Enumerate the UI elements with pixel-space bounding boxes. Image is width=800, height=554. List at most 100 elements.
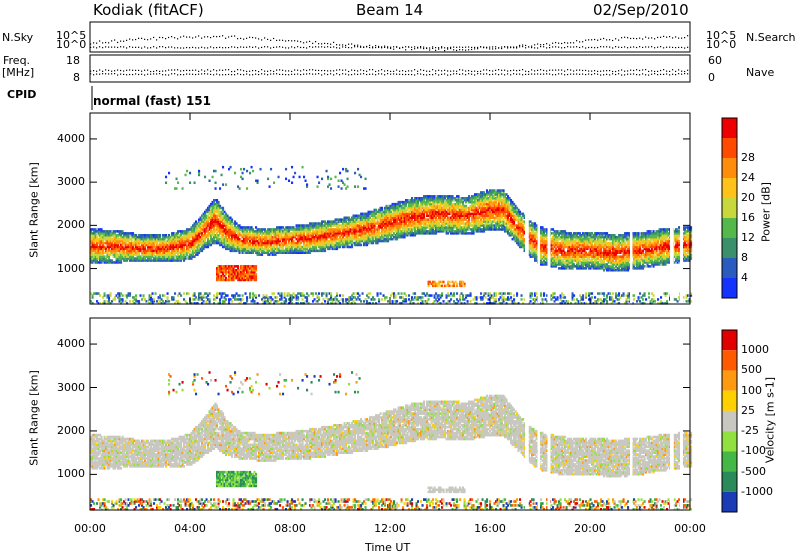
data-cell xyxy=(361,292,364,295)
data-cell xyxy=(151,300,154,303)
data-cell xyxy=(187,228,190,231)
data-cell xyxy=(91,239,94,243)
data-cell xyxy=(330,187,333,190)
data-cell xyxy=(202,220,205,223)
data-cell xyxy=(162,294,165,297)
data-cell xyxy=(165,241,168,245)
data-cell xyxy=(139,234,142,237)
data-cell xyxy=(441,292,444,295)
data-cell xyxy=(177,181,180,184)
data-cell xyxy=(94,232,97,235)
data-cell xyxy=(178,255,181,258)
data-cell xyxy=(142,235,145,239)
data-cell xyxy=(118,292,121,295)
data-cell xyxy=(91,232,94,235)
data-cell xyxy=(100,249,103,253)
data-cell xyxy=(112,255,115,258)
data-cell xyxy=(115,294,118,297)
data-cell xyxy=(112,251,115,254)
data-cell xyxy=(94,237,97,241)
data-cell xyxy=(129,232,132,235)
data-cell xyxy=(196,235,199,239)
data-cell xyxy=(168,259,171,262)
data-cell xyxy=(192,235,195,239)
data-cell xyxy=(196,224,199,227)
data-cell xyxy=(189,171,192,175)
data-cell xyxy=(193,302,196,305)
data-cell xyxy=(360,175,363,179)
data-cell xyxy=(136,259,139,262)
data-cell xyxy=(103,230,106,233)
data-cell xyxy=(180,251,183,254)
data-cell xyxy=(168,237,171,241)
data-cell xyxy=(115,235,118,239)
data-cell xyxy=(120,234,123,237)
data-cell xyxy=(469,300,472,303)
data-cell xyxy=(153,257,156,260)
data-cell xyxy=(184,232,187,235)
data-cell xyxy=(139,255,142,258)
data-cell xyxy=(145,259,148,262)
data-cell xyxy=(169,255,172,258)
data-cell xyxy=(249,292,252,295)
data-cell xyxy=(163,253,166,256)
data-cell xyxy=(427,298,430,301)
data-cell xyxy=(138,247,141,251)
data-cell xyxy=(103,245,106,249)
data-cell xyxy=(180,253,183,256)
data-cell xyxy=(241,177,244,181)
data-cell xyxy=(187,230,190,233)
data-cell xyxy=(183,235,186,239)
data-cell xyxy=(171,234,174,237)
data-cell xyxy=(115,255,118,258)
data-cell xyxy=(193,292,196,295)
data-cell xyxy=(193,298,196,301)
data-cell xyxy=(171,232,174,235)
data-cell xyxy=(97,232,100,235)
data-cell xyxy=(177,302,180,305)
data-cell xyxy=(177,253,180,256)
data-cell xyxy=(100,230,103,233)
data-cell xyxy=(201,247,204,251)
data-cell xyxy=(108,300,111,303)
data-cell xyxy=(205,292,208,295)
data-cell xyxy=(142,247,145,251)
data-cell xyxy=(442,300,445,303)
data-cell xyxy=(135,298,138,301)
data-cell xyxy=(142,259,145,262)
data-cell xyxy=(147,300,150,303)
data-cell xyxy=(159,241,162,245)
data-cell xyxy=(150,296,153,299)
data-cell xyxy=(199,232,202,235)
data-cell xyxy=(109,239,112,243)
data-cell xyxy=(172,249,175,253)
data-cell xyxy=(157,245,160,249)
data-cell xyxy=(186,232,189,235)
data-cell xyxy=(123,259,126,262)
data-cell xyxy=(163,257,166,260)
data-cell xyxy=(294,171,297,175)
data-cell xyxy=(141,257,144,260)
data-cell xyxy=(190,302,193,305)
data-cell xyxy=(181,187,184,190)
data-cell xyxy=(106,302,109,305)
data-cell xyxy=(172,243,175,247)
data-cell xyxy=(147,255,150,258)
data-cell xyxy=(90,237,93,241)
data-cell xyxy=(106,253,109,256)
data-cell xyxy=(181,247,184,251)
data-cell xyxy=(117,259,120,262)
data-cell xyxy=(99,253,102,256)
data-cell xyxy=(120,261,123,264)
data-cell xyxy=(133,253,136,256)
data-cell xyxy=(178,302,181,305)
data-cell xyxy=(123,253,126,256)
data-cell xyxy=(186,237,189,241)
data-cell xyxy=(156,235,159,239)
data-cell xyxy=(111,259,114,262)
data-cell xyxy=(195,230,198,233)
data-cell xyxy=(111,261,114,264)
data-cell xyxy=(130,234,133,237)
data-cell xyxy=(177,239,180,243)
data-cell xyxy=(109,243,112,247)
